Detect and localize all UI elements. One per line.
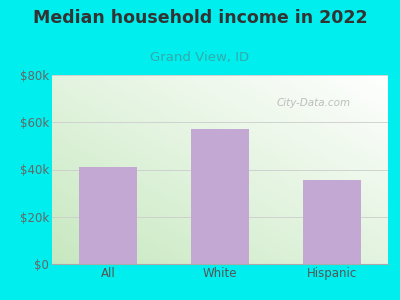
Bar bbox=[79, 167, 137, 264]
Text: City-Data.com: City-Data.com bbox=[277, 98, 351, 108]
Bar bbox=[303, 180, 361, 264]
Bar bbox=[191, 129, 249, 264]
Text: Median household income in 2022: Median household income in 2022 bbox=[33, 9, 367, 27]
Text: Grand View, ID: Grand View, ID bbox=[150, 51, 250, 64]
